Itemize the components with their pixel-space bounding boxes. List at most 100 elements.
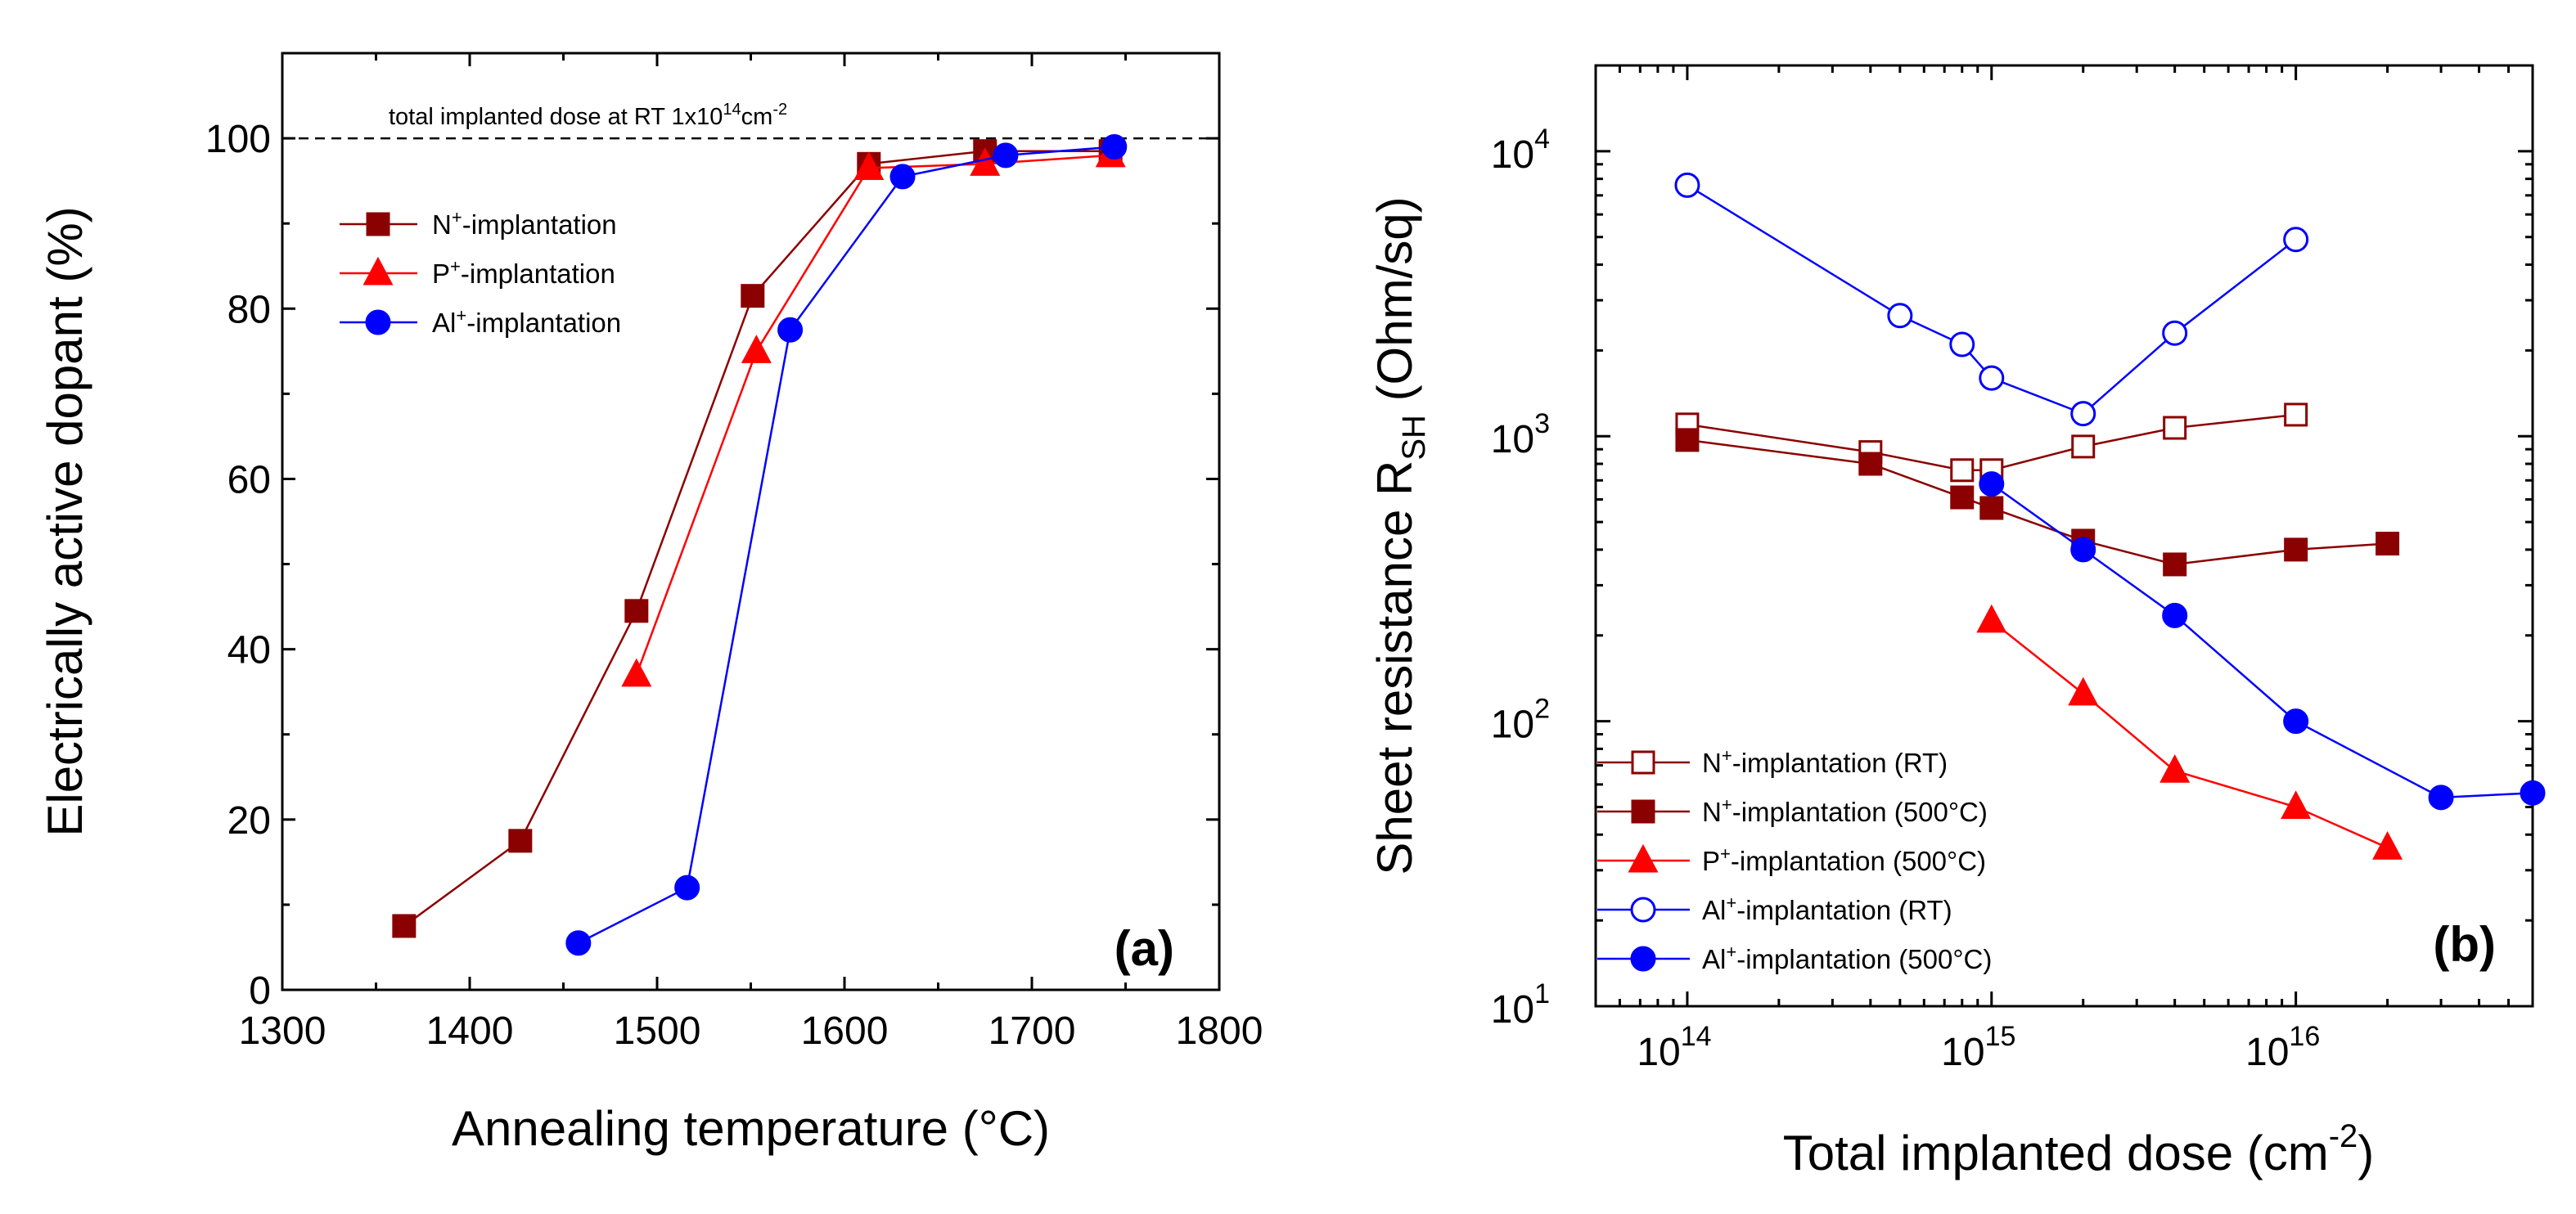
data-point-a — [565, 930, 592, 956]
data-point-b — [2281, 790, 2312, 819]
series-b-4 — [1979, 471, 2546, 811]
data-point-b — [2372, 831, 2403, 860]
legend-label-rest: -implantation — [462, 209, 617, 240]
data-point-b — [2162, 320, 2188, 346]
legend-label-b: P+-implantation (500°C) — [1702, 843, 1986, 876]
data-point-b — [1887, 303, 1913, 329]
series-line-b — [1991, 619, 2389, 849]
data-point-b — [1674, 172, 1700, 198]
y-axis-title-sub: SH — [1396, 415, 1432, 461]
legend-a: N+-implantationP+-implantationAl+-implan… — [340, 207, 621, 338]
data-point-b — [1675, 428, 1700, 452]
y-tick-exp: 1 — [1534, 978, 1550, 1009]
annotation-exponent: 14 — [723, 101, 741, 119]
x-tick-label-b: 1016 — [2245, 1021, 2320, 1074]
x-tick-base: 10 — [1637, 1031, 1680, 1074]
legend-label-base: N — [432, 209, 452, 240]
legend-label-rest: -implantation (500°C) — [1732, 797, 1988, 827]
data-point-a — [853, 151, 885, 181]
legend-label-sup: + — [1722, 745, 1732, 766]
data-point-a — [777, 317, 804, 343]
legend-marker-b — [1630, 946, 1656, 972]
legend-marker-a — [363, 256, 394, 286]
data-point-b — [1979, 471, 2005, 497]
data-point-a — [621, 658, 652, 687]
y-tick-label-b: 102 — [1491, 694, 1550, 747]
data-point-b — [2428, 785, 2454, 811]
data-point-a — [1101, 134, 1128, 160]
y-tick-base: 10 — [1491, 418, 1534, 461]
plot-frame-a — [281, 52, 1221, 991]
data-point-b — [2070, 401, 2096, 427]
series-b-2 — [1976, 604, 2403, 860]
data-point-b — [1976, 604, 2007, 633]
y-tick-exp: 3 — [1534, 408, 1550, 439]
y-tick-label-a: 80 — [227, 288, 271, 331]
legend-label-base: P — [432, 259, 450, 289]
dose-annotation: total implanted dose at RT 1x1014cm-2 — [389, 101, 787, 130]
data-point-a — [741, 284, 765, 308]
x-tick-exp: 15 — [1985, 1021, 2016, 1052]
data-point-b — [1949, 331, 1975, 357]
data-point-b — [2068, 677, 2099, 706]
legend-label-base: Al — [432, 308, 456, 338]
data-point-b — [2283, 227, 2309, 253]
series-a-2 — [565, 134, 1128, 956]
legend-label-a: Al+-implantation — [432, 305, 621, 338]
x-axis-title-text: Total implanted dose (cm — [1783, 1126, 2329, 1180]
y-tick-label-a: 0 — [249, 969, 271, 1013]
y-axis-title-b: Sheet resistance RSH (Ohm/sq) — [1367, 196, 1432, 875]
x-tick-base: 10 — [1941, 1031, 1984, 1074]
x-tick-label-a: 1700 — [989, 1009, 1076, 1053]
y-tick-base: 10 — [1491, 988, 1534, 1032]
data-point-b — [2284, 537, 2308, 562]
data-point-b — [2163, 416, 2187, 440]
data-point-a — [392, 914, 417, 938]
data-point-b — [2163, 552, 2187, 577]
legend-label-a: N+-implantation — [432, 207, 617, 240]
legend-marker-b — [1631, 799, 1655, 824]
series-b-3 — [1674, 172, 2309, 427]
legend-label-b: Al+-implantation (RT) — [1702, 893, 1952, 925]
legend-label-sup: + — [456, 305, 466, 326]
y-tick-label-a: 60 — [227, 458, 271, 501]
x-tick-base: 10 — [2245, 1031, 2289, 1074]
y-tick-label-b: 101 — [1491, 978, 1550, 1032]
annotation-unit: cm — [741, 104, 773, 130]
legend-marker-b — [1630, 897, 1656, 923]
series-line-b — [1687, 438, 2388, 566]
data-point-b — [2162, 602, 2188, 628]
data-point-a — [674, 875, 700, 901]
x-axis-title-a: Annealing temperature (°C) — [452, 1101, 1050, 1156]
data-point-b — [1979, 365, 2005, 391]
data-point-b — [2284, 402, 2308, 427]
x-tick-label-a: 1800 — [1176, 1009, 1263, 1053]
legend-label-sup: + — [1726, 893, 1736, 913]
plot-frame-b — [1594, 64, 2534, 1008]
x-tick-label-a: 1300 — [239, 1009, 327, 1053]
y-axis-title-a: Electrically active dopant (%) — [38, 206, 92, 836]
legend-marker-a — [366, 212, 390, 236]
x-axis-title-b: Total implanted dose (cm-2) — [1783, 1118, 2375, 1180]
x-tick-label-a: 1600 — [801, 1009, 889, 1053]
data-point-b — [1858, 452, 1883, 476]
legend-label-rest: -implantation (500°C) — [1731, 846, 1986, 876]
y-tick-exp: 4 — [1534, 124, 1550, 155]
legend-label-base: Al — [1702, 944, 1726, 974]
data-point-b — [2159, 754, 2191, 783]
legend-label-rest: -implantation (RT) — [1736, 895, 1952, 925]
legend-label-sup: + — [1722, 794, 1732, 815]
legend-marker-b — [1628, 843, 1659, 873]
legend-label-rest: -implantation — [461, 259, 615, 289]
y-tick-label-a: 20 — [227, 799, 271, 843]
legend-marker-b — [1631, 750, 1655, 775]
legend-marker-a — [365, 309, 391, 335]
annotation-unit-exponent: -2 — [772, 101, 787, 119]
legend-label-a: P+-implantation — [432, 256, 615, 289]
data-point-a — [970, 147, 1001, 176]
legend-label-sup: + — [452, 207, 462, 227]
panel-label-a: (a) — [1115, 921, 1174, 976]
data-point-a — [889, 164, 916, 190]
legend-label-sup: + — [1726, 942, 1736, 962]
